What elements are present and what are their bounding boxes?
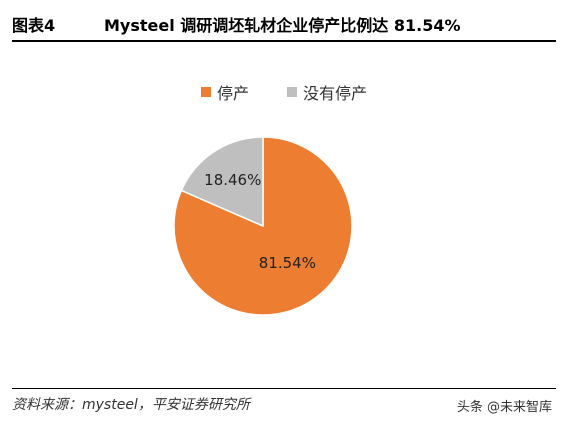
title-rule xyxy=(12,40,556,42)
legend-item-stopped: 停产 xyxy=(200,80,249,104)
footer-rule xyxy=(12,388,556,389)
figure-title: Mysteel 调研调坯轧材企业停产比例达 81.54% xyxy=(104,16,461,35)
figure-title-row: 图表4 Mysteel 调研调坯轧材企业停产比例达 81.54% xyxy=(12,8,556,36)
legend-swatch-stopped xyxy=(200,87,211,97)
pie-slice-not-stopped xyxy=(180,136,264,228)
legend-item-not-stopped: 没有停产 xyxy=(287,80,367,104)
data-label-not-stopped: 18.46% xyxy=(204,171,261,189)
legend-label-stopped: 停产 xyxy=(216,84,249,103)
source-note: 资料来源：mysteel，平安证券研究所 xyxy=(12,397,250,413)
chart-legend: 停产 没有停产 xyxy=(0,80,568,104)
legend-swatch-not-stopped xyxy=(287,87,297,97)
legend-label-not-stopped: 没有停产 xyxy=(303,84,368,103)
watermark: 头条 @未来智库 xyxy=(456,400,552,415)
figure-number: 图表4 xyxy=(12,16,56,35)
data-label-stopped: 81.54% xyxy=(259,254,316,272)
